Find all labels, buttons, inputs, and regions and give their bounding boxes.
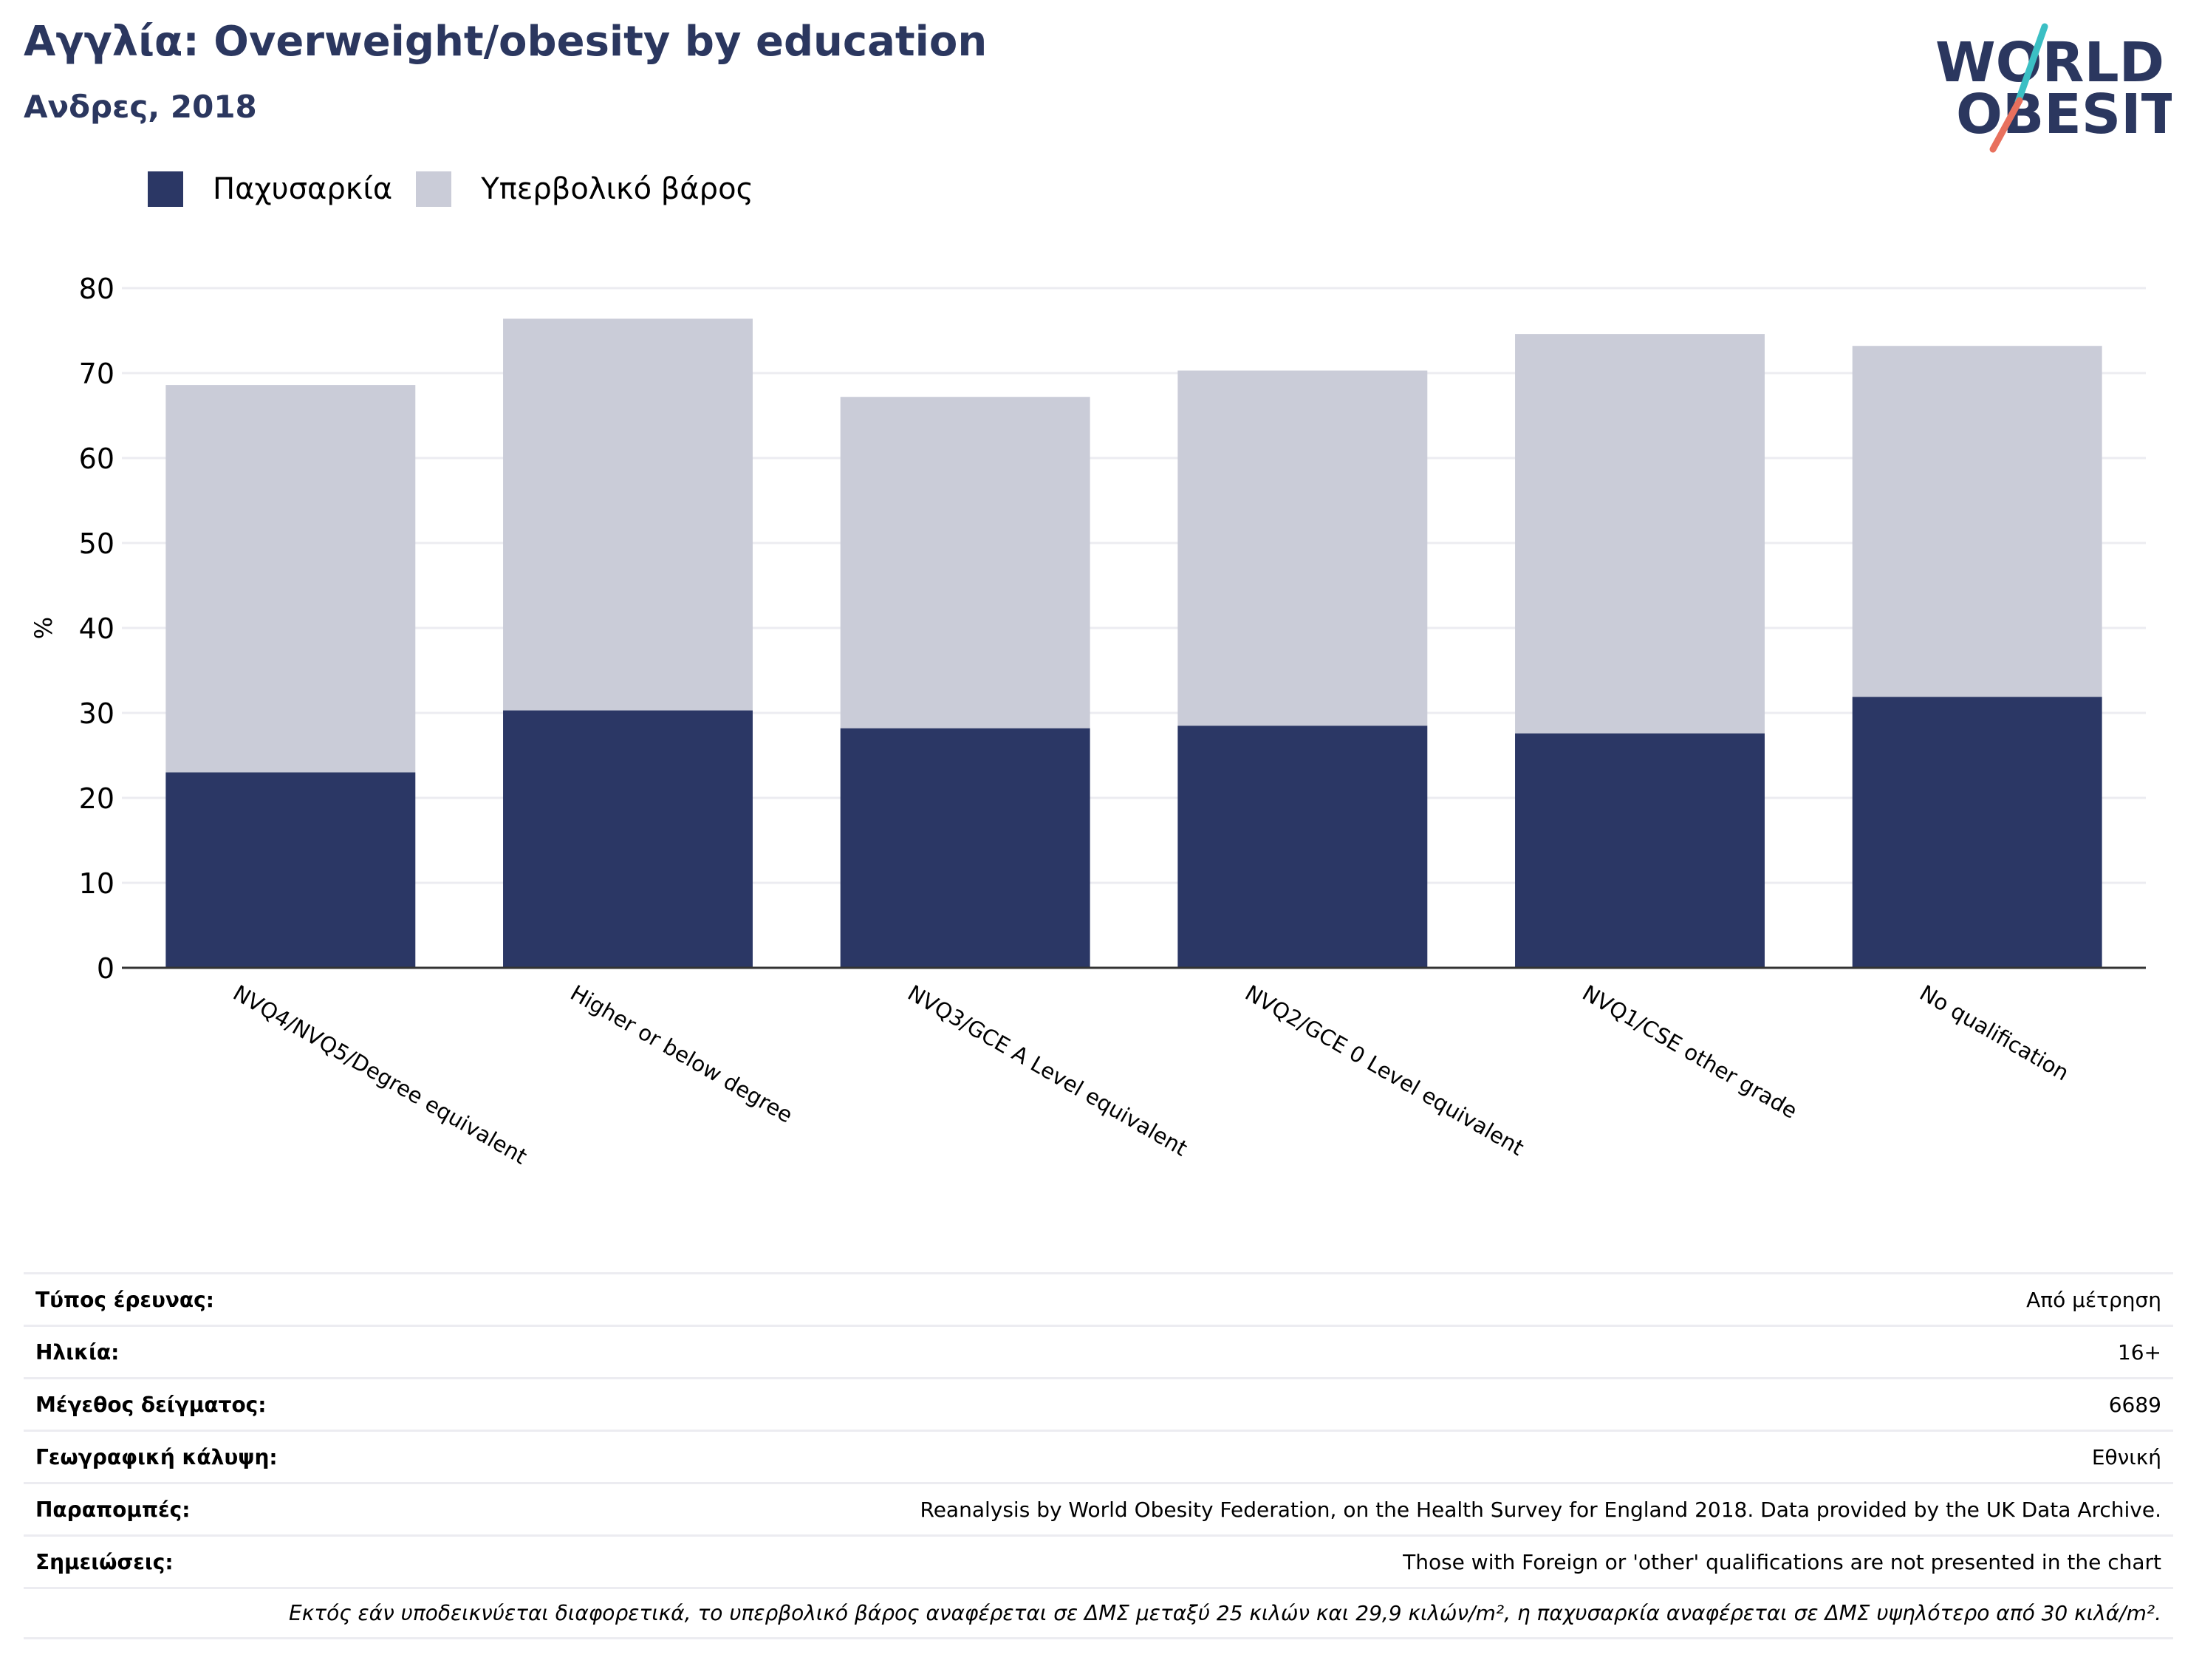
info-value: Από μέτρηση	[2026, 1287, 2161, 1312]
bar-overweight	[503, 318, 753, 711]
info-value: Reanalysis by World Obesity Federation, …	[920, 1497, 2162, 1522]
bar-obesity	[1177, 725, 1428, 968]
x-tick-label: NVQ4/NVQ5/Degree equivalent	[229, 980, 531, 1169]
y-tick-label: 60	[79, 443, 114, 475]
x-tick-label: Higher or below degree	[567, 980, 797, 1128]
bar-overweight	[1515, 334, 1765, 734]
info-value: 16+	[2117, 1339, 2161, 1365]
logo-slash-top	[2014, 23, 2048, 106]
chart-subtitle: Ανδρες, 2018	[24, 89, 257, 125]
y-tick-label: 50	[79, 527, 114, 560]
info-row: Γεωγραφική κάλυψη: Εθνική	[24, 1430, 2173, 1482]
bar-obesity	[503, 710, 753, 968]
legend-label-overweight: Υπερβολικό βάρος	[481, 172, 754, 206]
chart-title: Αγγλία: Overweight/obesity by education	[24, 18, 988, 66]
info-label: Ηλικία:	[35, 1339, 120, 1365]
y-tick-label: 20	[79, 782, 114, 815]
x-tick-label: NVQ1/CSE other grade	[1579, 980, 1802, 1124]
footnote-row: Εκτός εάν υποδεικνύεται διαφορετικά, το …	[24, 1587, 2173, 1639]
bmi-footnote: Εκτός εάν υποδεικνύεται διαφορετικά, το …	[289, 1601, 2161, 1625]
info-row: Σημειώσεις: Those with Foreign or 'other…	[24, 1534, 2173, 1587]
info-row: Παραπομπές: Reanalysis by World Obesity …	[24, 1482, 2173, 1534]
bar-overweight	[1177, 370, 1428, 726]
info-label: Γεωγραφική κάλυψη:	[35, 1444, 278, 1469]
x-tick-label: No qualification	[1915, 980, 2073, 1086]
bar-obesity	[1515, 733, 1765, 968]
info-value: 6689	[2108, 1392, 2161, 1417]
y-tick-label: 40	[79, 612, 114, 645]
y-tick-label: 80	[79, 273, 114, 305]
info-label: Παραπομπές:	[35, 1497, 191, 1522]
info-label: Τύπος έρευνας:	[35, 1287, 214, 1312]
chart-legend: Παχυσαρκία Υπερβολικό βάρος	[148, 168, 777, 210]
info-value: Those with Foreign or 'other' qualificat…	[1403, 1549, 2161, 1574]
y-tick-label: 10	[79, 867, 114, 900]
info-label: Σημειώσεις:	[35, 1549, 174, 1574]
y-tick-label: 30	[79, 697, 114, 730]
bar-obesity	[840, 728, 1090, 968]
legend-swatch-obesity	[148, 171, 183, 207]
info-label: Μέγεθος δείγματος:	[35, 1392, 267, 1417]
legend-label-obesity: Παχυσαρκία	[213, 172, 393, 206]
logo-text-world: WORLD	[1935, 31, 2164, 95]
stacked-bar-chart: 0 10 20 30 40 50 60 70 80% NVQ4/NVQ5/Degree equiv…	[30, 273, 2146, 1169]
info-row: Μέγεθος δείγματος: 6689	[24, 1377, 2173, 1430]
info-value: Εθνική	[2091, 1444, 2161, 1469]
info-row: Ηλικία: 16+	[24, 1325, 2173, 1377]
y-tick-label: 70	[79, 358, 114, 390]
y-axis-label: %	[30, 617, 58, 639]
x-tick-label: NVQ2/GCE 0 Level equivalent	[1241, 980, 1528, 1161]
logo-text-obesity: OBESITY	[1956, 83, 2172, 146]
x-tick-label: NVQ3/GCE A Level equivalent	[903, 980, 1191, 1161]
survey-info-table: Τύπος έρευνας: Από μέτρηση Ηλικία: 16+ Μ…	[24, 1272, 2173, 1639]
y-tick-label: 0	[97, 952, 114, 985]
bar-overweight	[840, 397, 1090, 728]
legend-swatch-overweight	[416, 171, 452, 207]
bar-overweight	[1852, 346, 2102, 697]
world-obesity-logo: WORLD OBESITY	[1935, 23, 2172, 153]
bar-obesity	[165, 772, 416, 968]
legend-item-obesity: Παχυσαρκία	[148, 171, 392, 207]
legend-item-overweight: Υπερβολικό βάρος	[416, 171, 753, 207]
bar-overweight	[165, 385, 416, 773]
info-row: Τύπος έρευνας: Από μέτρηση	[24, 1272, 2173, 1325]
bar-obesity	[1852, 697, 2102, 968]
logo-slash-bottom	[1989, 97, 2023, 153]
